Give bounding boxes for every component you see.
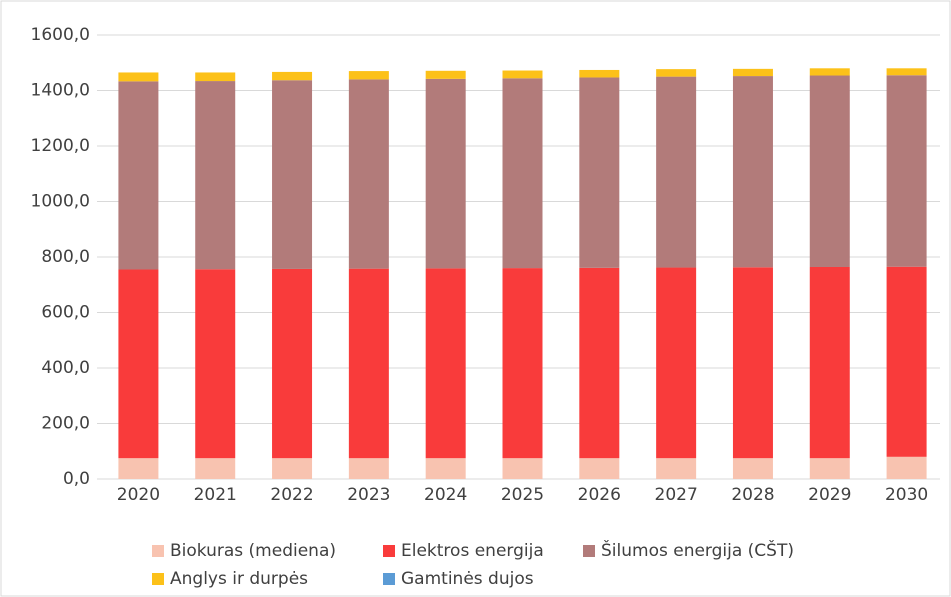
x-tick-label: 2026 bbox=[578, 485, 621, 505]
bar-segment bbox=[809, 75, 850, 267]
legend-swatch bbox=[383, 573, 395, 585]
legend-label: Gamtinės dujos bbox=[401, 569, 534, 589]
bar-segment bbox=[348, 458, 389, 479]
bar-segment bbox=[579, 77, 620, 268]
legend-label: Elektros energija bbox=[401, 541, 544, 561]
x-tick-label: 2030 bbox=[885, 485, 928, 505]
bar-segment bbox=[502, 70, 543, 79]
y-tick-label: 1000,0 bbox=[31, 192, 90, 212]
bar-segment bbox=[502, 78, 543, 269]
x-tick-label: 2025 bbox=[501, 485, 544, 505]
x-tick-label: 2028 bbox=[731, 485, 774, 505]
bar-segment bbox=[886, 456, 927, 479]
bar-segment bbox=[118, 81, 159, 270]
bar-segment bbox=[272, 268, 313, 459]
bar-segment bbox=[348, 79, 389, 269]
legend-label: Šilumos energija (CŠT) bbox=[601, 539, 794, 561]
bar-segment bbox=[195, 269, 236, 459]
bar-segment bbox=[425, 458, 466, 479]
bar-segment bbox=[118, 72, 159, 82]
bar-segment bbox=[348, 268, 389, 459]
y-tick-label: 800,0 bbox=[41, 247, 90, 267]
bar-segment bbox=[886, 75, 927, 267]
y-tick-label: 1400,0 bbox=[31, 81, 90, 101]
y-tick-label: 1200,0 bbox=[31, 136, 90, 156]
x-tick-label: 2020 bbox=[117, 485, 160, 505]
x-tick-label: 2027 bbox=[655, 485, 698, 505]
legend-label: Biokuras (mediena) bbox=[170, 541, 336, 561]
bar-segment bbox=[732, 68, 773, 77]
bar-segment bbox=[425, 78, 466, 269]
bar-segment bbox=[195, 72, 236, 82]
bar-segment bbox=[502, 268, 543, 459]
bar-segment bbox=[118, 269, 159, 459]
bar-segment bbox=[272, 80, 313, 269]
bar-segment bbox=[732, 267, 773, 459]
bar-segment bbox=[809, 458, 850, 479]
legend-swatch bbox=[383, 545, 395, 557]
legend-label: Anglys ir durpės bbox=[170, 569, 308, 589]
x-tick-label: 2029 bbox=[808, 485, 851, 505]
bar-segment bbox=[809, 266, 850, 459]
y-tick-label: 600,0 bbox=[41, 303, 90, 323]
bar-segment bbox=[886, 68, 927, 76]
bar-segment bbox=[195, 81, 236, 270]
bar-segment bbox=[579, 267, 620, 459]
bar-segment bbox=[579, 458, 620, 479]
legend-swatch bbox=[152, 573, 164, 585]
y-tick-label: 1600,0 bbox=[31, 25, 90, 45]
bar-segment bbox=[656, 458, 697, 479]
x-tick-label: 2023 bbox=[347, 485, 390, 505]
bar-segment bbox=[272, 458, 313, 479]
bar-segment bbox=[195, 458, 236, 479]
bar-segment bbox=[809, 68, 850, 76]
bar-segment bbox=[425, 70, 466, 79]
bar-segment bbox=[118, 458, 159, 479]
bar-segment bbox=[272, 71, 313, 81]
bar-segment bbox=[656, 267, 697, 459]
x-tick-label: 2022 bbox=[270, 485, 313, 505]
bar-segment bbox=[656, 69, 697, 77]
bar-segment bbox=[348, 71, 389, 80]
bar-segment bbox=[502, 458, 543, 479]
x-tick-label: 2021 bbox=[194, 485, 237, 505]
legend-swatch bbox=[583, 545, 595, 557]
bar-segment bbox=[732, 76, 773, 268]
bar-segment bbox=[732, 458, 773, 479]
y-tick-label: 200,0 bbox=[41, 414, 90, 434]
bar-segment bbox=[656, 76, 697, 268]
y-tick-label: 0,0 bbox=[63, 469, 90, 489]
bar-segment bbox=[425, 268, 466, 459]
y-tick-label: 400,0 bbox=[41, 358, 90, 378]
x-tick-label: 2024 bbox=[424, 485, 467, 505]
legend-swatch bbox=[152, 545, 164, 557]
bar-segment bbox=[886, 266, 927, 457]
bar-segment bbox=[579, 69, 620, 78]
